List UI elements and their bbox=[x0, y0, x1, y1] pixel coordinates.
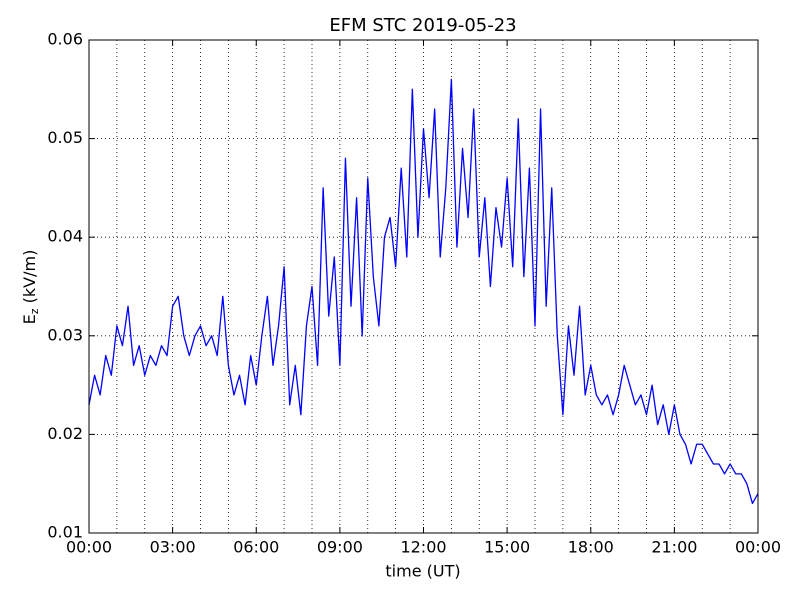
chart-title: EFM STC 2019-05-23 bbox=[329, 15, 516, 36]
x-tick-label: 15:00 bbox=[484, 538, 530, 557]
x-axis-label: time (UT) bbox=[385, 562, 460, 581]
x-tick-label: 00:00 bbox=[735, 538, 781, 557]
x-tick-label: 06:00 bbox=[233, 538, 279, 557]
y-tick-label: 0.04 bbox=[47, 227, 83, 246]
y-axis-label: Ez (kV/m) bbox=[20, 250, 42, 325]
y-tick-label: 0.01 bbox=[47, 523, 83, 542]
y-label-unit: (kV/m) bbox=[20, 250, 39, 309]
y-tick-label: 0.02 bbox=[47, 424, 83, 443]
x-tick-label: 12:00 bbox=[400, 538, 446, 557]
x-tick-label: 09:00 bbox=[317, 538, 363, 557]
x-tick-label: 18:00 bbox=[568, 538, 614, 557]
x-tick-label: 00:00 bbox=[66, 538, 112, 557]
y-tick-label: 0.06 bbox=[47, 30, 83, 49]
y-tick-label: 0.03 bbox=[47, 325, 83, 344]
plot-frame bbox=[88, 39, 759, 534]
x-tick-label: 21:00 bbox=[651, 538, 697, 557]
y-label-sub: z bbox=[28, 308, 41, 314]
y-tick-label: 0.05 bbox=[47, 128, 83, 147]
x-tick-label: 03:00 bbox=[150, 538, 196, 557]
data-line bbox=[88, 78, 759, 505]
y-label-main: E bbox=[20, 314, 39, 324]
